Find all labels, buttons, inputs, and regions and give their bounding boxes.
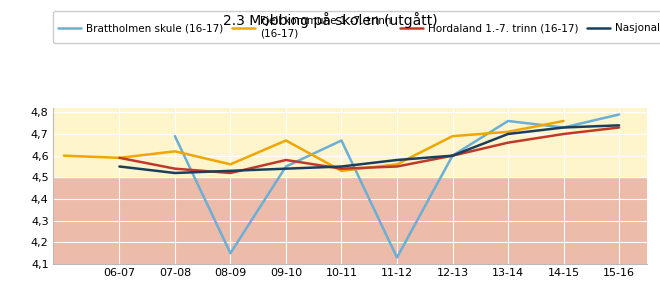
Hordaland 1.-7. trinn (16-17) (171, 167, 179, 170)
Bar (53, 108, 647, 177)
Nasjonalt 1.-7. trinn (16-17) (449, 154, 457, 158)
Nasjonalt 1.-7. trinn (16-17) (393, 158, 401, 162)
Fjell kommune 1.-7. trinn
(16-17) (60, 154, 68, 158)
Nasjonalt 1.-7. trinn (16-17) (226, 169, 234, 172)
Brattholmen skule (16-17) (282, 165, 290, 168)
Brattholmen skule (16-17) (337, 139, 345, 142)
Legend: Brattholmen skule (16-17), Fjell kommune 1.-7. trinn
(16-17), Hordaland 1.-7. tr: Brattholmen skule (16-17), Fjell kommune… (53, 11, 660, 43)
Hordaland 1.-7. trinn (16-17) (115, 156, 123, 160)
Bar (53, 177, 647, 264)
Fjell kommune 1.-7. trinn
(16-17) (226, 163, 234, 166)
Hordaland 1.-7. trinn (16-17) (615, 126, 623, 129)
Brattholmen skule (16-17) (560, 126, 568, 129)
Fjell kommune 1.-7. trinn
(16-17) (337, 169, 345, 172)
Fjell kommune 1.-7. trinn
(16-17) (393, 163, 401, 166)
Nasjonalt 1.-7. trinn (16-17) (504, 132, 512, 136)
Fjell kommune 1.-7. trinn
(16-17) (449, 134, 457, 138)
Brattholmen skule (16-17) (504, 119, 512, 123)
Hordaland 1.-7. trinn (16-17) (393, 165, 401, 168)
Text: 2.3 Mobbing på skolen (utgått): 2.3 Mobbing på skolen (utgått) (222, 12, 438, 28)
Brattholmen skule (16-17) (449, 154, 457, 158)
Hordaland 1.-7. trinn (16-17) (226, 171, 234, 175)
Fjell kommune 1.-7. trinn
(16-17) (504, 130, 512, 134)
Brattholmen skule (16-17) (226, 251, 234, 255)
Nasjonalt 1.-7. trinn (16-17) (337, 165, 345, 168)
Fjell kommune 1.-7. trinn
(16-17) (115, 156, 123, 160)
Nasjonalt 1.-7. trinn (16-17) (282, 167, 290, 170)
Line: Brattholmen skule (16-17): Brattholmen skule (16-17) (175, 115, 619, 257)
Brattholmen skule (16-17) (171, 134, 179, 138)
Fjell kommune 1.-7. trinn
(16-17) (171, 149, 179, 153)
Hordaland 1.-7. trinn (16-17) (337, 167, 345, 170)
Hordaland 1.-7. trinn (16-17) (560, 132, 568, 136)
Brattholmen skule (16-17) (393, 256, 401, 259)
Brattholmen skule (16-17) (615, 113, 623, 116)
Hordaland 1.-7. trinn (16-17) (282, 158, 290, 162)
Line: Hordaland 1.-7. trinn (16-17): Hordaland 1.-7. trinn (16-17) (119, 128, 619, 173)
Fjell kommune 1.-7. trinn
(16-17) (282, 139, 290, 142)
Nasjonalt 1.-7. trinn (16-17) (171, 171, 179, 175)
Line: Nasjonalt 1.-7. trinn (16-17): Nasjonalt 1.-7. trinn (16-17) (119, 125, 619, 173)
Nasjonalt 1.-7. trinn (16-17) (115, 165, 123, 168)
Hordaland 1.-7. trinn (16-17) (449, 154, 457, 158)
Nasjonalt 1.-7. trinn (16-17) (560, 126, 568, 129)
Fjell kommune 1.-7. trinn
(16-17) (560, 119, 568, 123)
Line: Fjell kommune 1.-7. trinn
(16-17): Fjell kommune 1.-7. trinn (16-17) (64, 121, 564, 171)
Hordaland 1.-7. trinn (16-17) (504, 141, 512, 145)
Nasjonalt 1.-7. trinn (16-17) (615, 124, 623, 127)
